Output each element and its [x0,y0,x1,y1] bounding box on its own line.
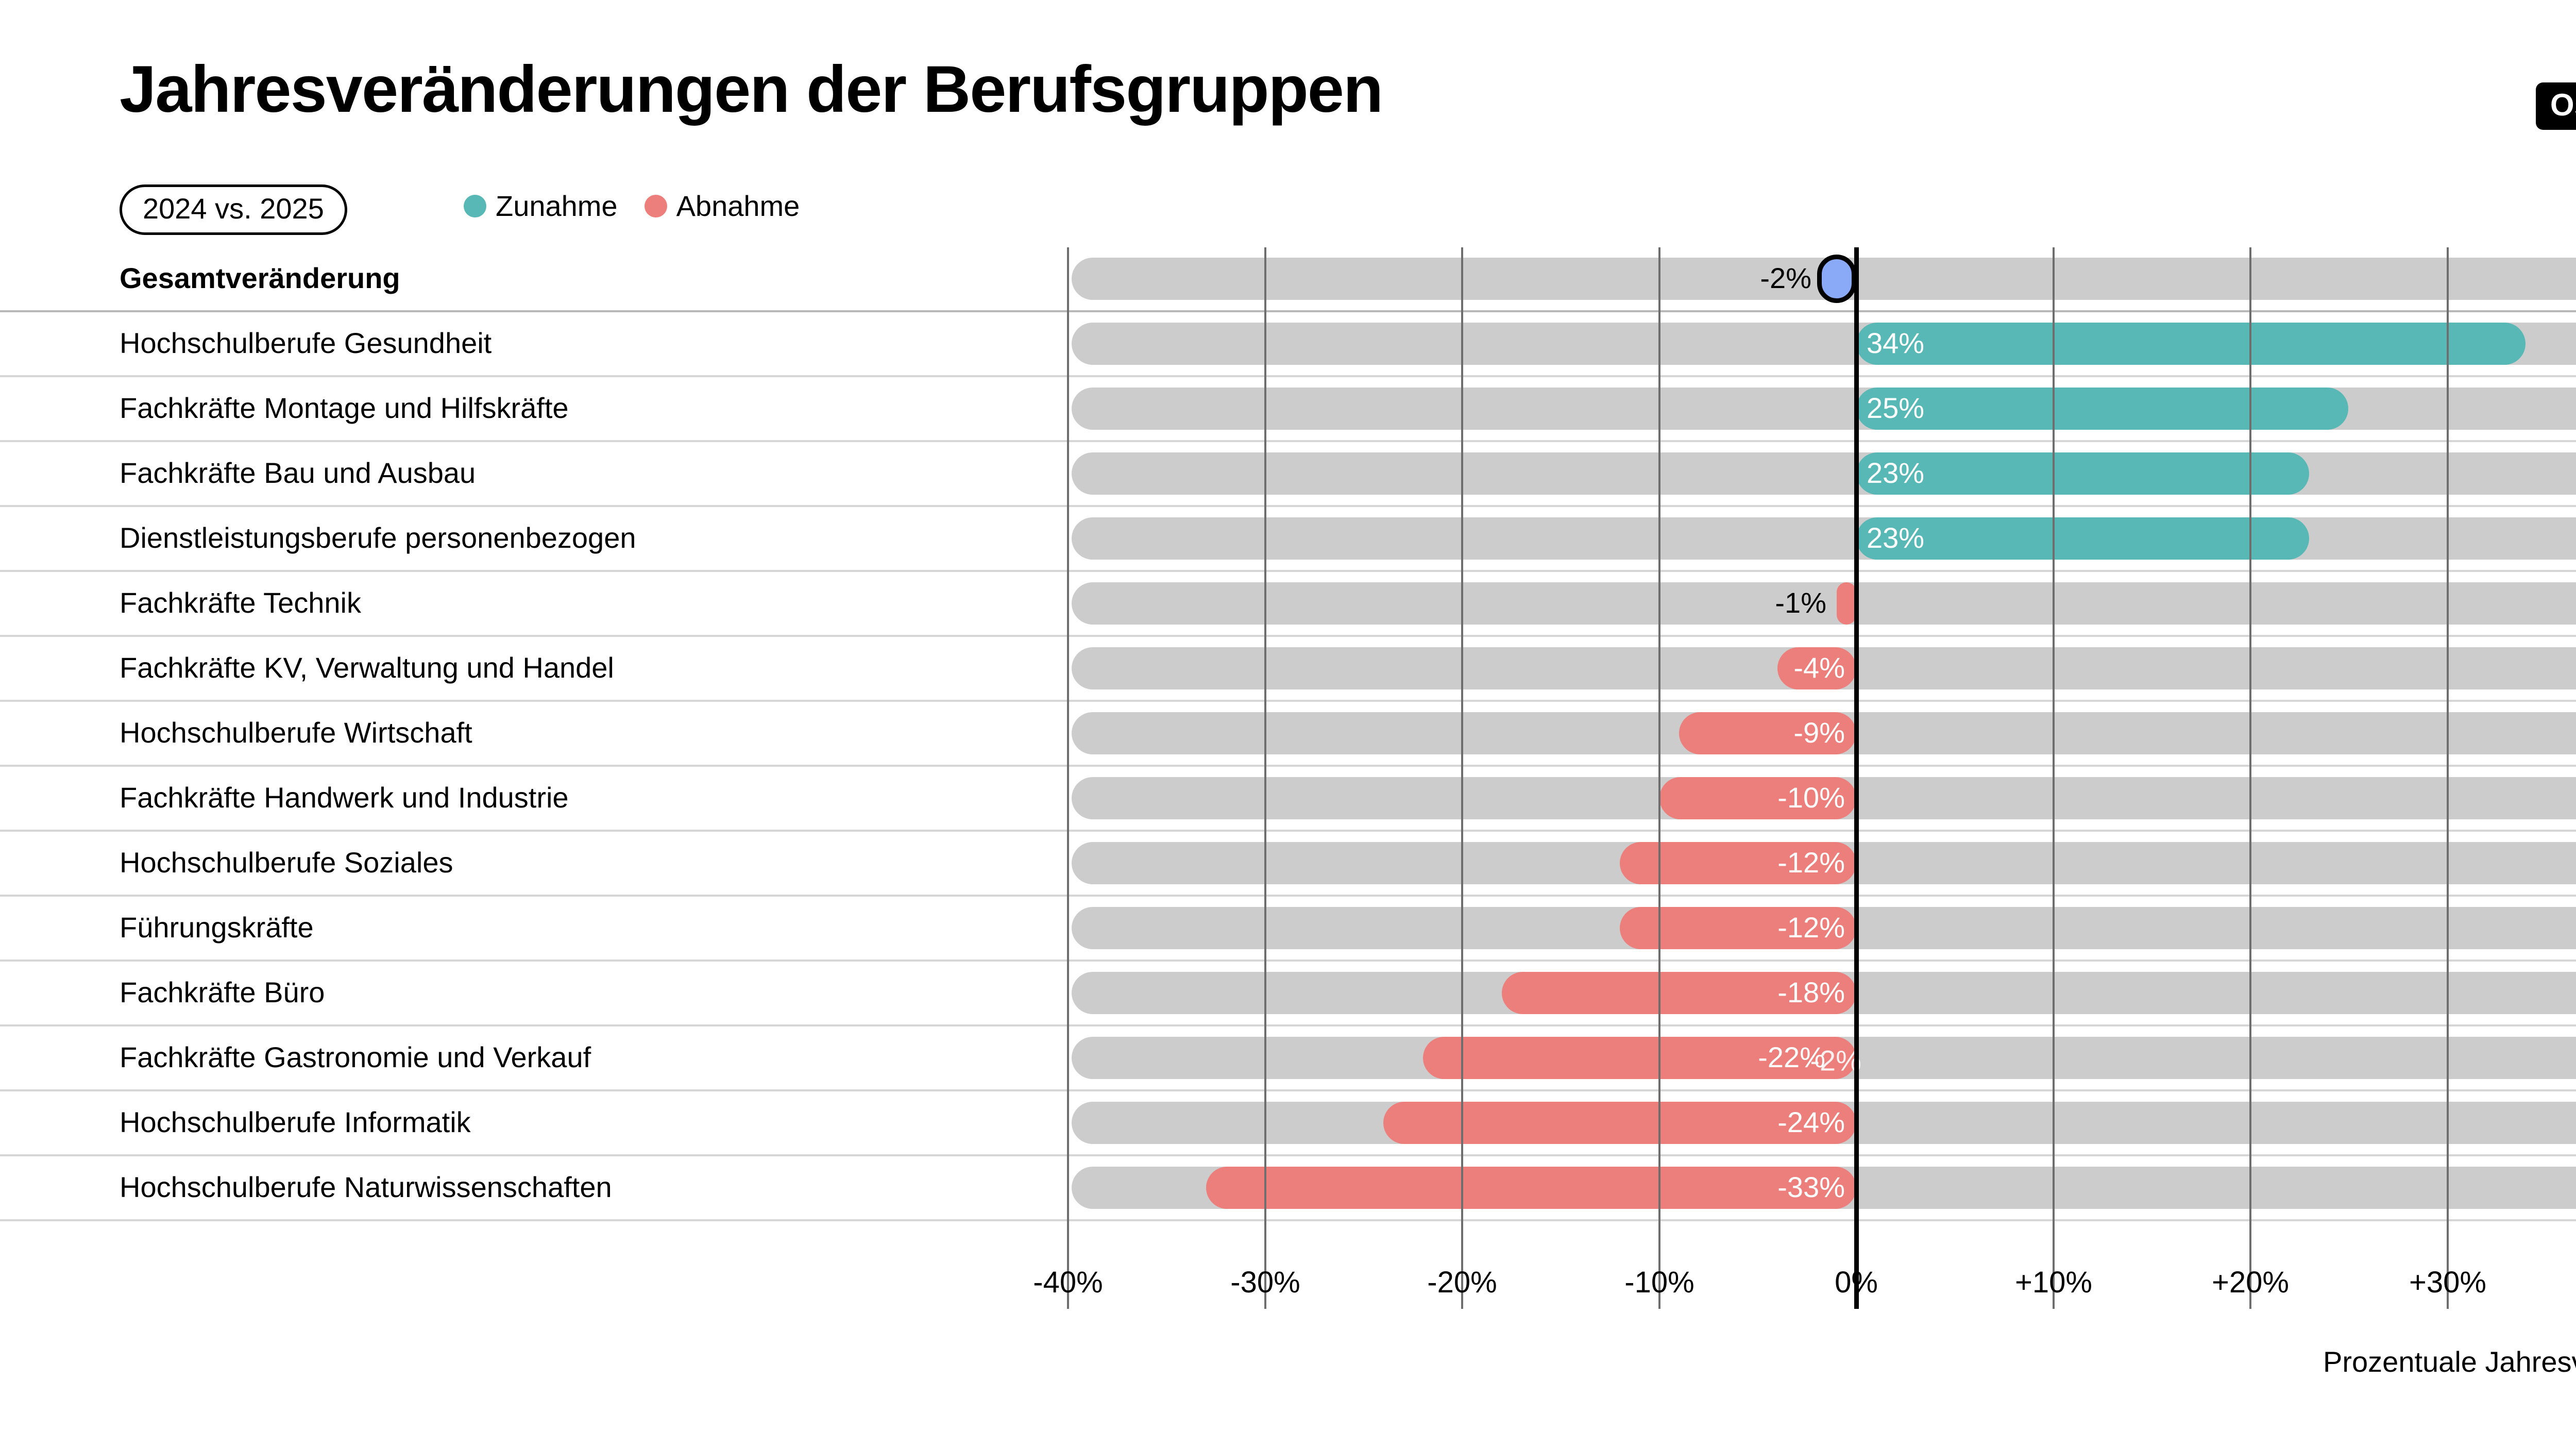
table-row[interactable]: Gesamtveränderung -2% [0,247,2576,312]
chart-header: Jahresveränderungen der Berufsgruppen Os… [0,0,2576,247]
bar-value-label: 23% [1867,521,1925,554]
table-row[interactable]: Fachkräfte KV, Verwaltung und Handel -4% [0,637,2576,702]
row-label: Hochschulberufe Gesundheit [120,326,492,359]
bar-value-label: -18% [1777,975,1845,1008]
axis-tick: -30% [1230,1266,1300,1299]
region-badge: Ostschweiz [2535,82,2576,130]
bar-track [1072,452,2576,495]
bar-value-label: -2% [1760,261,1811,294]
table-row[interactable]: Fachkräfte Büro -18% [0,962,2576,1026]
table-row[interactable]: Hochschulberufe Naturwissenschaften -33% [0,1156,2576,1221]
bar-value-label: -33% [1777,1170,1845,1203]
page-title: Jahresveränderungen der Berufsgruppen [120,53,1383,126]
axis-tick: -40% [1033,1266,1103,1299]
legend-item-abnahme: Abnahme [644,190,800,222]
bar-negative[interactable]: -10% [1659,777,1856,819]
bar-negative[interactable]: -18% [1502,972,1856,1014]
row-label: Fachkräfte KV, Verwaltung und Handel [120,651,614,684]
axis-tick: +20% [2212,1266,2289,1299]
x-axis: -40% -30% -20% -10% 0% +10% +20% +30% +4… [0,1268,2576,1329]
row-label: Dienstleistungsberufe personenbezogen [120,521,636,554]
legend-item-zunahme: Zunahme [464,192,618,221]
bar-value-label: -4% [1793,651,1845,684]
bar-value-label-overlap: -2% [1810,1044,1861,1077]
table-row[interactable]: Führungskräfte -12% [0,897,2576,962]
row-label: Gesamtveränderung [120,261,400,294]
chart-legend: Zunahme Abnahme [464,192,800,221]
table-row[interactable]: Fachkräfte Bau und Ausbau 23% [0,442,2576,507]
axis-tick: -10% [1624,1266,1694,1299]
period-pill: 2024 vs. 2025 [120,184,347,235]
bar-value-label: -9% [1793,716,1845,749]
legend-dot-decrease-icon [644,195,667,217]
bar-value-label: 34% [1867,326,1925,359]
table-row[interactable]: Fachkräfte Gastronomie und Verkauf -22% … [0,1026,2576,1091]
legend-label-increase: Zunahme [496,190,618,222]
table-row[interactable]: Dienstleistungsberufe personenbezogen 23… [0,507,2576,572]
bar-track [1072,517,2576,560]
table-row[interactable]: Fachkräfte Technik -1% [0,572,2576,637]
bar-negative[interactable]: -9% [1679,712,1856,754]
legend-label-decrease: Abnahme [676,190,800,222]
table-row[interactable]: Hochschulberufe Informatik -24% [0,1091,2576,1156]
bar-negative[interactable]: -4% [1777,647,1856,689]
bar-value-label: -24% [1777,1105,1845,1138]
row-label: Hochschulberufe Soziales [120,846,453,879]
bar-value-label: -10% [1777,781,1845,814]
bar-value-label: 25% [1867,391,1925,424]
table-row[interactable]: Fachkräfte Montage und Hilfskräfte 25% [0,377,2576,442]
bar-positive[interactable]: 23% [1856,517,2309,560]
bar-rows: Gesamtveränderung -2% Hochschulberufe Ge… [0,247,2576,1221]
axis-tick: +30% [2409,1266,2486,1299]
axis-tick: -20% [1427,1266,1497,1299]
bar-value-label: -22% [1758,1040,1825,1073]
bar-negative[interactable]: -22% -2% [1423,1037,1861,1079]
row-label: Hochschulberufe Naturwissenschaften [120,1170,612,1203]
bar-positive[interactable]: 23% [1856,452,2309,495]
axis-caption: Prozentuale Jahresveränderung [2323,1345,2576,1378]
bar-value-label: -1% [1775,586,1826,619]
table-row[interactable]: Hochschulberufe Wirtschaft -9% [0,702,2576,767]
table-row[interactable]: Fachkräfte Handwerk und Industrie -10% [0,767,2576,832]
bar-value-label: 23% [1867,456,1925,489]
row-label: Fachkräfte Bau und Ausbau [120,456,476,489]
bar-track [1072,582,2576,625]
chart-plot-area: Gesamtveränderung -2% Hochschulberufe Ge… [0,247,2576,1340]
axis-tick: +10% [2015,1266,2092,1299]
bar-positive[interactable]: 25% [1856,388,2348,430]
bar-positive[interactable]: 34% [1856,323,2526,365]
row-label: Fachkräfte Gastronomie und Verkauf [120,1040,591,1073]
bar-value-label: -12% [1777,911,1845,944]
bar-negative[interactable]: -12% [1620,842,1856,884]
axis-tick: 0% [1835,1266,1878,1299]
row-label: Hochschulberufe Wirtschaft [120,716,472,749]
row-label: Fachkräfte Montage und Hilfskräfte [120,391,569,424]
table-row[interactable]: Hochschulberufe Gesundheit 34% [0,312,2576,377]
row-label: Führungskräfte [120,911,314,944]
table-row[interactable]: Hochschulberufe Soziales -12% [0,832,2576,897]
bar-track [1072,388,2576,430]
total-change-marker[interactable]: -2% [1760,255,1856,303]
row-label: Fachkräfte Büro [120,975,325,1008]
bar-negative[interactable]: -24% [1383,1102,1856,1144]
bar-negative[interactable]: -33% [1206,1167,1856,1209]
legend-dot-increase-icon [464,195,486,217]
row-label: Fachkräfte Handwerk und Industrie [120,781,569,814]
bar-value-label: -12% [1777,846,1845,879]
bar-negative[interactable]: -12% [1620,907,1856,949]
row-label: Fachkräfte Technik [120,586,361,619]
row-label: Hochschulberufe Informatik [120,1105,471,1138]
bar-negative[interactable]: -1% [1775,582,1856,625]
